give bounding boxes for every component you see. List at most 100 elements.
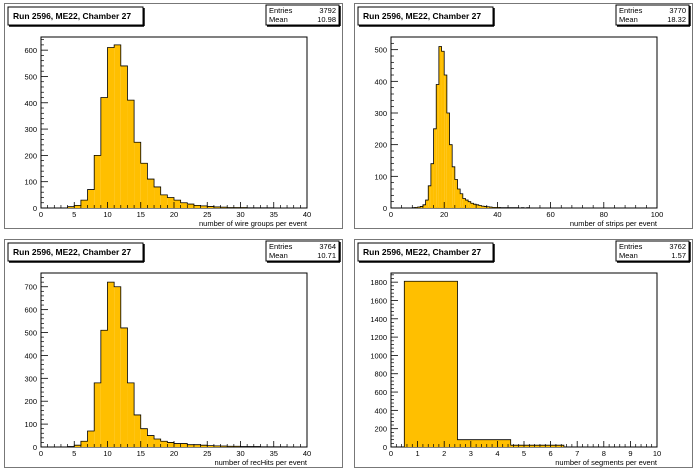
x-tick-label: 25 (203, 449, 211, 458)
histogram-wire-groups: 0 5 10 15 20 25 30 35 400100200300400500600numbe… (7, 4, 341, 228)
stats-entries-value: 3764 (319, 242, 336, 251)
histogram-bar (489, 207, 493, 208)
y-tick-label: 0 (33, 204, 37, 213)
x-tick-label: 10 (103, 449, 111, 458)
x-tick-label: 0 (39, 449, 43, 458)
y-tick-label: 400 (24, 99, 37, 108)
plot-title: Run 2596, ME22, Chamber 27 (363, 247, 481, 257)
title-box (7, 6, 144, 26)
y-tick-label: 400 (374, 406, 387, 415)
y-tick-label: 300 (374, 109, 387, 118)
histogram-bar (167, 197, 174, 208)
histogram-bar (462, 198, 466, 208)
x-tick-label: 5 (522, 449, 526, 458)
x-tick-label: 10 (653, 449, 661, 458)
stats-mean-value: 1.57 (671, 251, 686, 260)
histogram-bar (200, 205, 208, 208)
x-tick-label: 100 (651, 210, 664, 219)
histogram-bar (100, 330, 108, 447)
histogram-pad-segments: 0 1 2 3 4 5 6 7 8 9 10 0 200 400 600 800 1000 1200 1400 160… (354, 239, 693, 468)
y-tick-label: 400 (374, 77, 387, 86)
histogram-bar (213, 445, 221, 447)
y-tick-label: 0 (383, 443, 387, 452)
histogram-bar (80, 441, 88, 447)
histogram-bar (87, 430, 95, 447)
histogram-bar (476, 204, 479, 208)
y-tick-label: 200 (24, 397, 37, 406)
x-axis-label: number of segments per event (555, 458, 658, 467)
stats-entries-label: Entries (269, 6, 293, 15)
y-tick-label: 600 (24, 306, 37, 315)
histogram-bar (457, 439, 511, 447)
stats-mean-label: Mean (619, 15, 638, 24)
y-tick-label: 400 (24, 351, 37, 360)
histogram-bar (100, 97, 108, 208)
y-tick-label: 500 (24, 329, 37, 338)
stats-box (615, 240, 690, 262)
y-tick-label: 1600 (370, 296, 387, 305)
histogram-outline (41, 44, 307, 209)
histogram-bar (438, 46, 442, 208)
histogram-bar (67, 206, 75, 208)
x-tick-label: 5 (72, 210, 76, 219)
y-tick-label: 1200 (370, 333, 387, 342)
title-box (357, 242, 494, 262)
x-tick-label: 20 (170, 210, 178, 219)
x-tick-label: 60 (546, 210, 554, 219)
x-tick-label: 3 (469, 449, 473, 458)
histogram-bar (120, 65, 128, 208)
histogram-bar (457, 189, 461, 208)
histogram-bar (468, 201, 471, 208)
y-tick-label: 100 (374, 172, 387, 181)
histogram-bar (160, 441, 168, 447)
y-tick-label: 100 (24, 178, 37, 187)
y-tick-label: 100 (24, 420, 37, 429)
histogram-bar (74, 205, 81, 208)
histogram-bar (473, 204, 477, 208)
histogram-bar (140, 428, 148, 447)
histogram-bar (107, 282, 115, 447)
y-tick-label: 700 (24, 283, 37, 292)
y-tick-label: 800 (374, 370, 387, 379)
histogram-bar (446, 113, 450, 208)
y-tick-label: 300 (24, 374, 37, 383)
histogram-bar (207, 445, 214, 447)
histogram-bar (510, 445, 564, 447)
histogram-bar (454, 179, 458, 208)
stats-entries-value: 3792 (319, 6, 336, 15)
x-tick-label: 4 (495, 449, 499, 458)
histogram-bar (134, 414, 141, 447)
plot-frame (40, 272, 308, 448)
y-tick-label: 1000 (370, 351, 387, 360)
stats-mean-label: Mean (619, 251, 638, 260)
histogram-bar (147, 435, 155, 447)
stats-entries-value: 3762 (669, 242, 686, 251)
x-tick-label: 0 (39, 210, 43, 219)
histogram-bar (193, 205, 201, 208)
x-tick-label: 2 (442, 449, 446, 458)
histogram-bar (220, 446, 228, 447)
histogram-bar (425, 200, 429, 208)
histogram-bar (484, 206, 487, 208)
histogram-bar (187, 444, 194, 447)
stats-mean-value: 18.32 (667, 15, 686, 24)
x-tick-label: 30 (236, 210, 244, 219)
x-tick-label: 35 (270, 449, 278, 458)
histogram-bar (174, 200, 181, 208)
histogram-outline (403, 280, 565, 447)
plot-title: Run 2596, ME22, Chamber 27 (363, 11, 481, 21)
histogram-outline (391, 46, 657, 209)
histogram-bar (478, 205, 482, 208)
stats-entries-label: Entries (619, 242, 643, 251)
y-tick-label: 0 (383, 204, 387, 213)
x-tick-label: 0 (389, 210, 393, 219)
histogram-bar (481, 206, 485, 208)
histogram-pad-strips: 0 20 40 60 80 100 0 100 200 300 400 500 number of st… (354, 3, 693, 229)
histogram-bar (147, 179, 155, 208)
x-tick-label: 20 (440, 210, 448, 219)
histogram-bar (433, 128, 437, 208)
y-tick-label: 0 (33, 443, 37, 452)
x-tick-label: 15 (137, 449, 145, 458)
title-box (357, 6, 494, 26)
histogram-bar (420, 206, 423, 208)
